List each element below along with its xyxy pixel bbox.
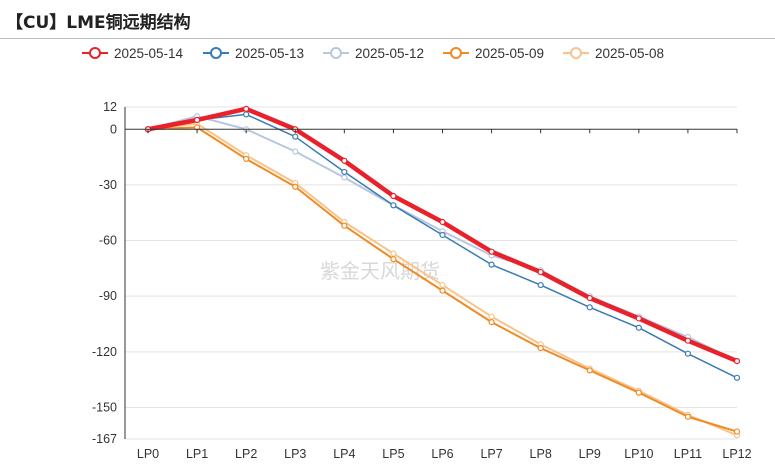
x-tick-label: LP10: [624, 447, 653, 461]
data-point: [635, 389, 642, 396]
legend-marker: [570, 47, 582, 59]
legend-label: 2025-05-09: [475, 46, 544, 61]
data-point: [635, 324, 642, 331]
series-2025-05-08: [144, 120, 741, 439]
data-point: [390, 250, 397, 257]
x-tick-label: LP0: [137, 447, 159, 461]
data-point: [635, 315, 642, 322]
data-point: [586, 294, 593, 302]
data-point: [439, 218, 446, 226]
legend-label: 2025-05-14: [114, 46, 184, 61]
legend-item[interactable]: 2025-05-08: [563, 46, 664, 61]
x-tick-label: LP1: [186, 447, 208, 461]
legend-label: 2025-05-08: [595, 46, 664, 61]
y-tick-label: -90: [99, 289, 117, 303]
series-line: [147, 113, 738, 379]
legend-item[interactable]: 2025-05-13: [203, 46, 304, 61]
data-point: [439, 287, 446, 294]
chart-title: 【CU】LME铜远期结构: [6, 13, 191, 33]
data-point: [439, 231, 446, 239]
data-point: [684, 337, 692, 344]
data-point: [488, 261, 495, 268]
title-divider: [0, 38, 775, 39]
data-point: [292, 133, 299, 140]
data-point: [733, 428, 741, 435]
data-point: [537, 345, 544, 352]
x-tick-label: LP6: [431, 447, 453, 461]
data-point: [488, 313, 495, 320]
data-point: [193, 116, 201, 124]
data-point: [684, 350, 692, 357]
data-point: [390, 202, 397, 209]
legend-label: 2025-05-13: [235, 46, 304, 61]
data-point: [341, 174, 348, 181]
x-tick-label: LP12: [722, 447, 751, 461]
y-tick-label: -150: [92, 400, 117, 414]
y-tick-label: 0: [110, 122, 117, 136]
data-point: [488, 319, 495, 326]
legend-marker: [89, 47, 101, 59]
data-point: [586, 304, 593, 311]
data-point: [341, 168, 348, 176]
series-2025-05-09: [144, 124, 741, 435]
x-tick-label: LP9: [579, 447, 601, 461]
data-point: [733, 358, 741, 365]
data-point: [586, 367, 593, 374]
x-tick-label: LP7: [480, 447, 502, 461]
data-point: [684, 413, 692, 420]
legend-marker: [210, 47, 222, 59]
data-point: [390, 192, 397, 200]
legend-marker: [330, 47, 342, 59]
data-point: [537, 281, 544, 289]
data-point: [341, 222, 348, 229]
legend-marker: [450, 47, 462, 59]
data-point: [439, 281, 446, 289]
data-point: [292, 183, 299, 190]
data-point: [733, 374, 741, 381]
y-tick-label: -30: [99, 178, 117, 192]
x-tick-label: LP3: [284, 447, 306, 461]
legend-item[interactable]: 2025-05-14: [82, 46, 184, 61]
series-line: [147, 126, 738, 433]
y-tick-label: -120: [92, 345, 117, 359]
data-point: [390, 255, 397, 263]
x-tick-label: LP8: [530, 447, 552, 461]
legend-item[interactable]: 2025-05-12: [323, 46, 424, 61]
data-point: [488, 248, 495, 255]
legend-label: 2025-05-12: [355, 46, 424, 61]
y-tick-label: 12: [103, 100, 117, 114]
data-point: [243, 111, 250, 118]
y-tick-label: -60: [99, 234, 117, 248]
legend-item[interactable]: 2025-05-09: [443, 46, 544, 61]
data-point: [341, 157, 348, 164]
x-tick-label: LP5: [382, 447, 404, 461]
series-line: [147, 122, 738, 437]
data-point: [243, 105, 250, 112]
y-tick-label: -167: [92, 432, 117, 446]
x-tick-label: LP4: [333, 447, 355, 461]
x-tick-label: LP11: [674, 447, 702, 461]
data-point: [292, 148, 299, 155]
data-point: [537, 268, 544, 276]
x-tick-label: LP2: [235, 447, 257, 461]
data-point: [243, 155, 250, 163]
